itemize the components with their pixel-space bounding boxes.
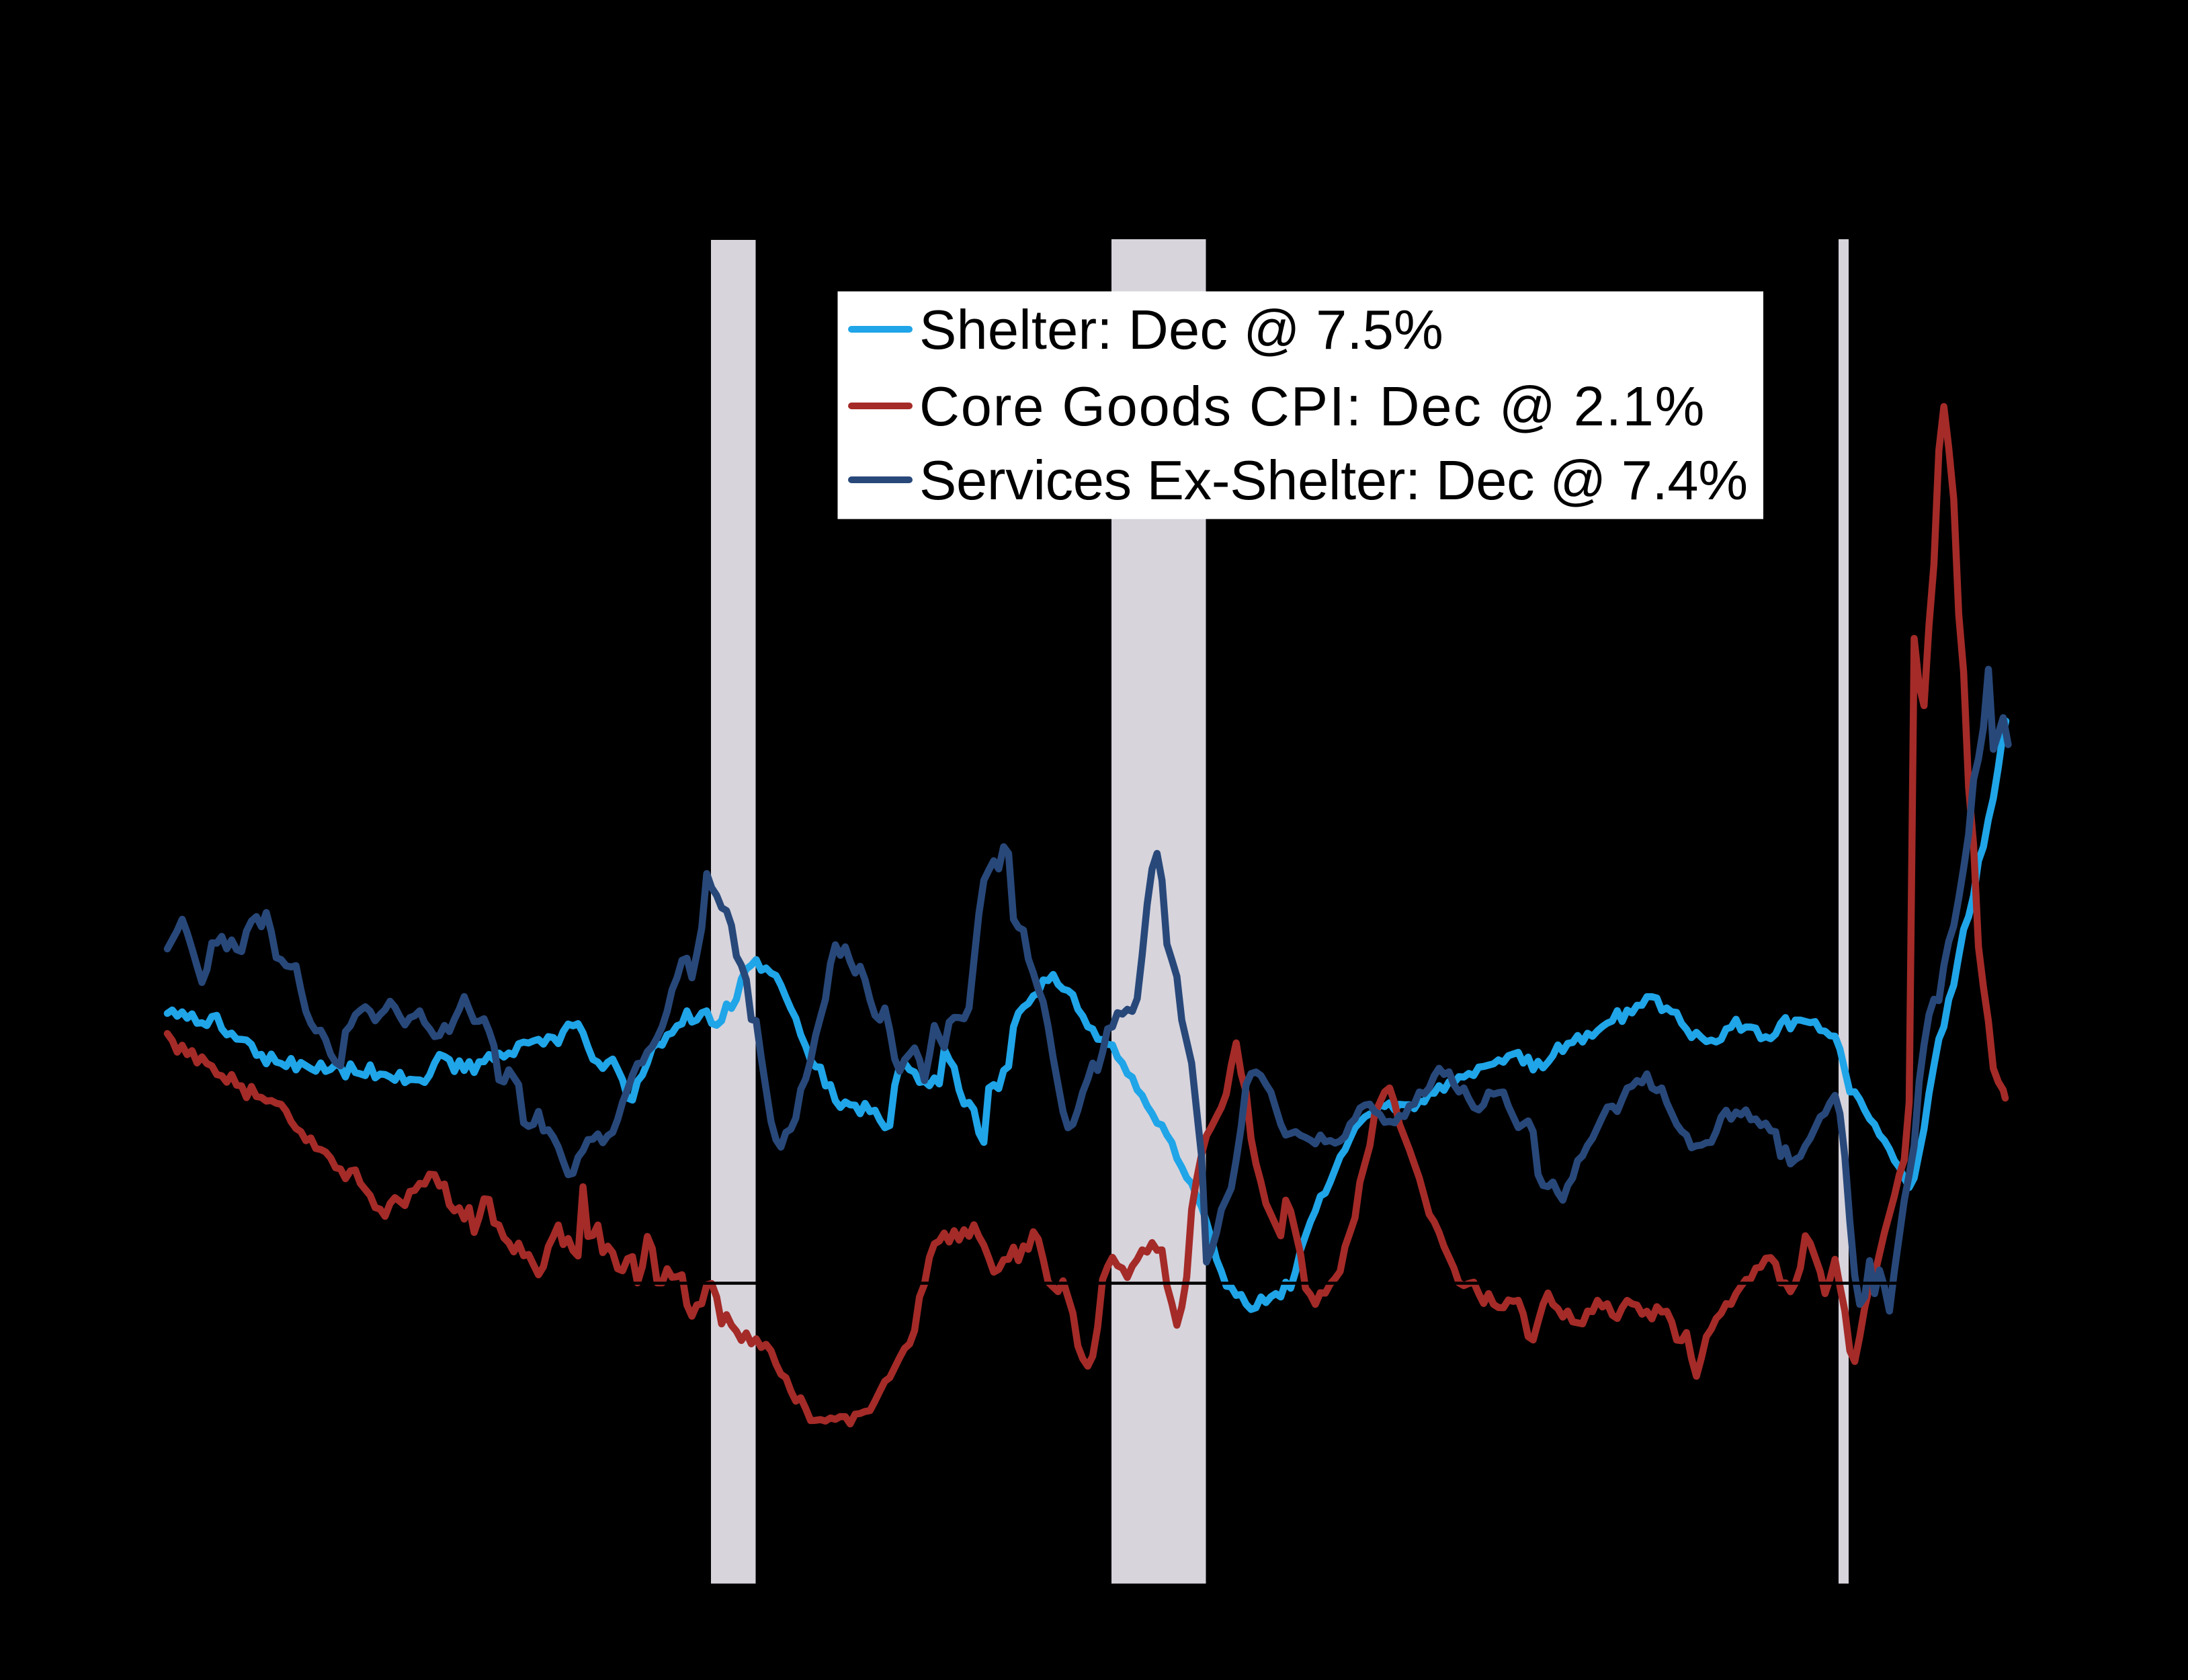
svg-text:Shelter: Dec @ 7.5%: Shelter: Dec @ 7.5% [919, 298, 1443, 361]
svg-text:Core Goods CPI: Dec @ 2.1%: Core Goods CPI: Dec @ 2.1% [919, 375, 1706, 437]
svg-text:Services Ex-Shelter: Dec @ 7.4: Services Ex-Shelter: Dec @ 7.4% [919, 449, 1748, 511]
